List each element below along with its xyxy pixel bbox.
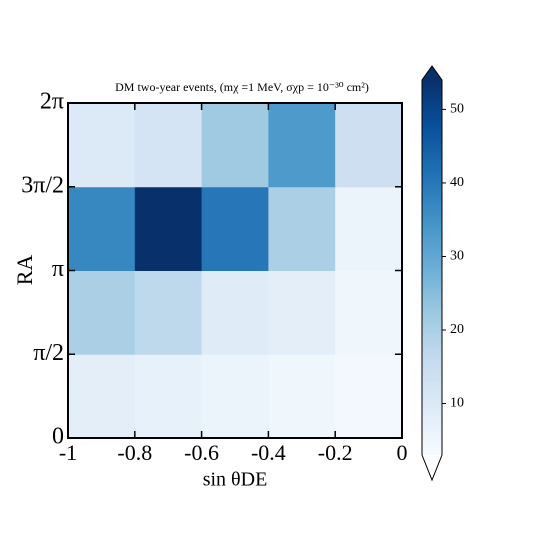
chart-title: DM two-year events, (mχ =1 MeV, σχp = 10…: [115, 80, 369, 94]
heatmap-cell: [335, 270, 403, 355]
heatmap-cell: [134, 270, 203, 355]
heatmap-cell: [268, 103, 336, 188]
heatmap-cell: [201, 354, 269, 439]
colorbar-outline: [421, 65, 443, 482]
heatmap-cell: [201, 270, 269, 355]
x-tick-label: -0.8: [117, 440, 152, 465]
colorbar-tick-label: 50: [450, 102, 464, 117]
heatmap-cell: [68, 270, 136, 355]
heatmap-cell: [68, 186, 136, 271]
y-tick-label: 0: [52, 424, 64, 450]
y-tick-label: π/2: [33, 340, 64, 366]
heatmap-cell: [335, 103, 403, 188]
x-axis-label: sin θDE: [203, 469, 268, 491]
heatmap-cell: [134, 354, 203, 439]
heatmap-cell: [134, 186, 203, 271]
heatmap-cell: [134, 103, 203, 188]
colorbar-tick-label: 30: [450, 249, 464, 264]
x-tick-label: -0.4: [251, 440, 286, 465]
heatmap-cell: [268, 186, 336, 271]
x-tick-label: -0.6: [184, 440, 219, 465]
heatmap-cell: [68, 354, 136, 439]
colorbar-tick-label: 40: [450, 175, 464, 190]
heatmap-cell: [201, 186, 269, 271]
heatmap-cell: [335, 354, 403, 439]
x-tick-label: -0.2: [318, 440, 353, 465]
heatmap-cell: [335, 186, 403, 271]
y-tick-label: 3π/2: [21, 172, 64, 198]
colorbar-tick-label: 20: [450, 322, 464, 337]
y-axis-label: RA: [12, 255, 37, 286]
heatmap-cell: [201, 103, 269, 188]
x-tick-label: -1: [59, 440, 77, 465]
colorbar-tick-label: 10: [450, 396, 464, 411]
y-tick-label: 2π: [40, 89, 64, 115]
colorbar-extend-top: [422, 66, 442, 80]
x-tick-label: 0: [397, 440, 408, 465]
colorbar-extend-bottom: [422, 455, 442, 480]
heatmap-cell: [268, 354, 336, 439]
colorbar: [422, 80, 442, 455]
heatmap-cell: [68, 103, 136, 188]
y-tick-label: π: [52, 256, 64, 282]
heatmap-cell: [268, 270, 336, 355]
